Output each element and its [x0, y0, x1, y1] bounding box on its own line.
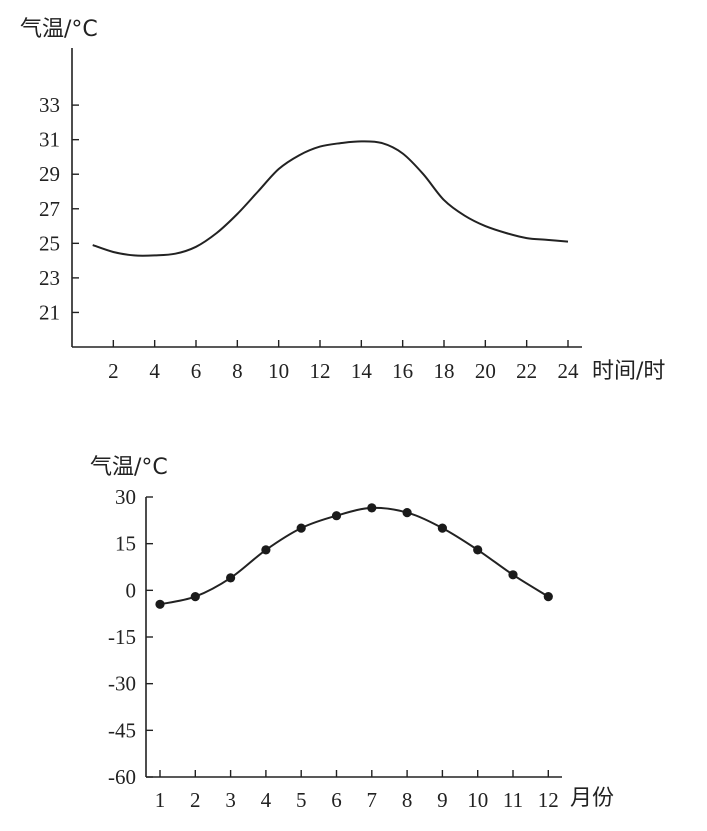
chart1-y-tick-label: 29: [39, 162, 60, 186]
chart1-y-tick-label: 31: [39, 128, 60, 152]
chart2-data-point: [473, 545, 483, 555]
chart2-data-point: [437, 523, 447, 533]
chart2-data-point: [296, 523, 306, 533]
chart2-x-tick-label: 8: [402, 788, 413, 812]
chart1-x-tick-label: 6: [191, 359, 202, 383]
chart1-x-tick-label: 18: [434, 359, 455, 383]
chart2-y-tick-label: -45: [108, 718, 136, 742]
chart2-data-point: [543, 592, 553, 602]
chart2-x-tick-label: 4: [261, 788, 272, 812]
chart2-data-point: [331, 511, 342, 521]
chart2-data-point: [190, 592, 200, 602]
chart1-y-tick-label: 25: [39, 231, 60, 255]
chart1-x-ticks: 2 4 6 8 10 12 14 16 18 20 22 24: [108, 340, 579, 383]
chart2-x-tick-label: 2: [190, 788, 201, 812]
chart2-temperature-curve: [159, 506, 549, 606]
chart2-data-point: [508, 570, 518, 580]
chart2-x-ticks: 1 2 3 4 5 6 7 8 9 10 11 12: [155, 770, 559, 812]
chart1-y-tick-label: 27: [39, 197, 60, 221]
chart1-y-ticks: 21 23 25 27 29 31 33: [39, 93, 79, 324]
chart1-y-tick-label: 23: [39, 266, 60, 290]
chart1-x-tick-label: 16: [392, 359, 413, 383]
chart1-x-tick-label: 8: [232, 359, 243, 383]
chart2-y-axis-title: 气温/°C: [90, 455, 168, 480]
chart1-x-tick-label: 10: [268, 359, 289, 383]
chart2-x-tick-label: 9: [437, 788, 448, 812]
chart2-x-tick-label: 6: [331, 788, 342, 812]
chart2-y-tick-label: 0: [126, 578, 137, 602]
chart2-data-point: [226, 573, 236, 583]
chart2-x-tick-label: 12: [538, 788, 559, 812]
chart1-x-tick-label: 20: [475, 359, 496, 383]
chart2-y-tick-label: 30: [115, 485, 136, 509]
chart2-y-tick-label: -15: [108, 625, 136, 649]
chart1-y-axis-title: 气温/°C: [20, 17, 98, 42]
chart2-x-tick-label: 10: [467, 788, 488, 812]
chart2-x-tick-label: 11: [503, 788, 523, 812]
chart1-temperature-curve: [92, 140, 569, 257]
chart2-data-point: [402, 507, 412, 518]
chart2-y-ticks: 30 15 0 -15 -30 -45 -60: [108, 485, 153, 789]
chart2-y-tick-label: 15: [115, 532, 136, 556]
chart2-x-tick-label: 3: [225, 788, 236, 812]
chart1-x-tick-label: 14: [351, 359, 373, 383]
chart1-x-tick-label: 12: [310, 359, 331, 383]
chart1-x-tick-label: 2: [108, 359, 119, 383]
chart2-data-point: [261, 545, 271, 555]
chart2-x-tick-label: 7: [367, 788, 378, 812]
chart1-x-tick-label: 22: [516, 359, 537, 383]
chart2-data-points: [155, 503, 553, 609]
chart2-y-tick-label: -60: [108, 765, 136, 789]
chart2-y-tick-label: -30: [108, 672, 136, 696]
chart1-x-tick-label: 4: [149, 359, 160, 383]
chart2-x-tick-label: 5: [296, 788, 307, 812]
chart2-data-point: [367, 503, 377, 513]
chart2-x-axis-title: 月份: [570, 786, 614, 811]
chart1-x-axis-title: 时间/时: [592, 359, 665, 384]
chart1-x-tick-label: 24: [558, 359, 580, 383]
chart2-x-tick-label: 1: [155, 788, 166, 812]
chart1-y-tick-label: 33: [39, 93, 60, 117]
chart1-y-tick-label: 21: [39, 300, 60, 324]
chart2-data-point: [155, 599, 165, 609]
